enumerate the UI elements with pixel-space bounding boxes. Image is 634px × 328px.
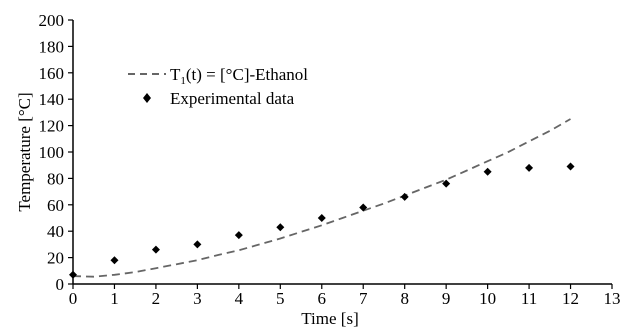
legend-label-experimental: Experimental data xyxy=(170,89,295,108)
y-tick-label: 140 xyxy=(39,90,65,109)
x-axis-title: Time [s] xyxy=(301,309,358,328)
y-tick-label: 20 xyxy=(47,249,64,268)
data-point-diamond xyxy=(566,162,575,171)
axes xyxy=(68,19,613,289)
legend: T1(t) = [°C]-Ethanol Experimental data xyxy=(128,65,308,108)
x-tick-label: 6 xyxy=(318,289,327,308)
x-tick-labels: 0 1 2 3 4 5 6 7 8 9 10 11 12 13 xyxy=(69,289,621,308)
y-tick-labels: 0 20 40 60 80 100 120 140 160 180 200 xyxy=(39,11,65,294)
x-tick-label: 3 xyxy=(193,289,202,308)
series-line-ethanol xyxy=(72,118,571,278)
x-tick-label: 0 xyxy=(69,289,78,308)
x-tick-label: 12 xyxy=(562,289,579,308)
y-tick-label: 0 xyxy=(56,275,65,294)
y-tick-label: 60 xyxy=(47,196,64,215)
data-point-diamond xyxy=(359,203,368,212)
data-point-diamond xyxy=(151,245,160,254)
x-tick-label: 11 xyxy=(521,289,537,308)
data-point-diamond xyxy=(525,163,534,172)
y-tick-label: 40 xyxy=(47,222,64,241)
data-point-diamond xyxy=(317,214,326,222)
data-point-diamond xyxy=(193,240,202,249)
x-tick-label: 8 xyxy=(400,289,409,308)
y-tick-label: 180 xyxy=(39,37,65,56)
y-tick-label: 100 xyxy=(39,143,65,162)
data-point-diamond xyxy=(400,192,409,201)
y-tick-label: 160 xyxy=(39,64,65,83)
data-point-diamond xyxy=(69,270,77,279)
x-tick-label: 2 xyxy=(152,289,161,308)
data-point-diamond xyxy=(483,167,492,176)
x-tick-label: 1 xyxy=(110,289,119,308)
x-tick-label: 10 xyxy=(479,289,496,308)
legend-label-ethanol: T1(t) = [°C]-Ethanol xyxy=(170,65,308,87)
data-point-diamond xyxy=(276,223,285,232)
series-line-path xyxy=(72,118,571,278)
x-tick-label: 9 xyxy=(442,289,451,308)
data-point-diamond xyxy=(234,231,243,240)
y-tick-label: 80 xyxy=(47,169,64,188)
x-tick-label: 7 xyxy=(359,289,368,308)
data-point-diamond xyxy=(110,256,119,265)
x-tick-label: 13 xyxy=(604,289,621,308)
y-axis-title: Temperature [°C] xyxy=(15,92,34,211)
legend-diamond-swatch xyxy=(143,93,151,103)
data-point-diamond xyxy=(442,179,451,188)
y-tick-label: 120 xyxy=(39,117,65,136)
y-tick-label: 200 xyxy=(39,11,65,30)
series-experimental-data xyxy=(69,162,575,279)
x-tick-label: 5 xyxy=(276,289,285,308)
x-tick-label: 4 xyxy=(235,289,244,308)
